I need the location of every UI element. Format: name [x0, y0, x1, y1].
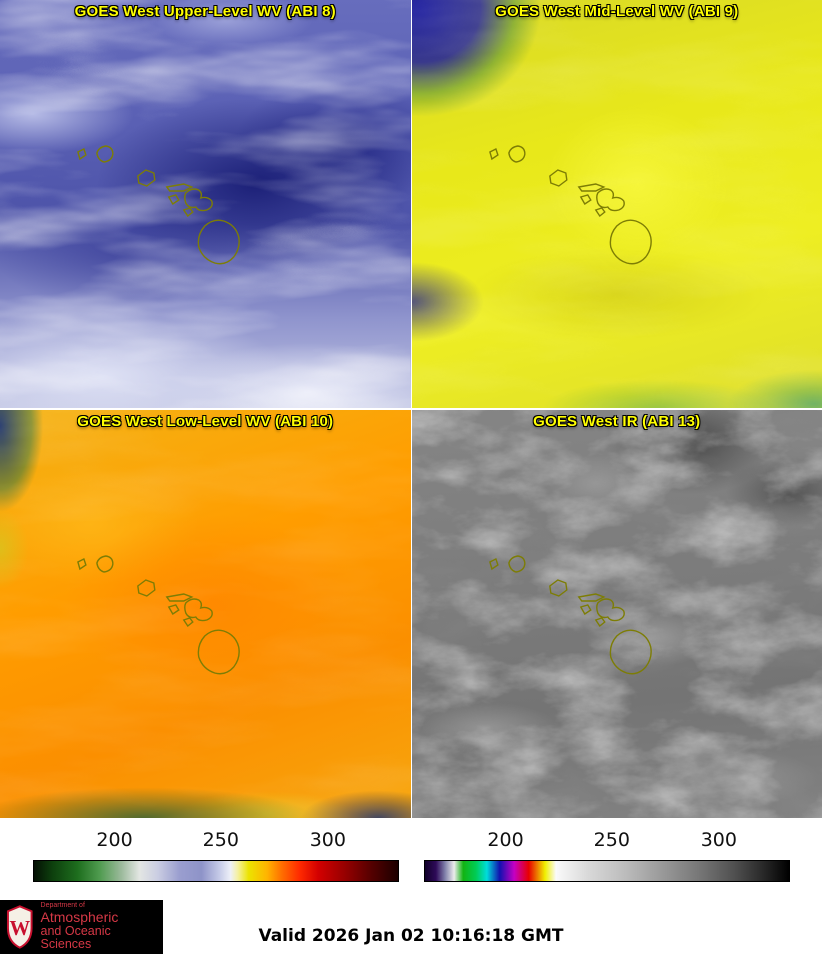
panel-title: GOES West Upper-Level WV (ABI 8): [74, 3, 336, 20]
island-kahoolawe: [594, 617, 606, 628]
island-oahu: [137, 169, 156, 187]
ir-colorbar: [424, 860, 790, 882]
logo-text: Department of Atmospheric and Oceanic Sc…: [41, 902, 163, 952]
colorbar-tick: 250: [593, 829, 630, 851]
island-oahu: [548, 169, 568, 187]
island-lanai: [579, 604, 592, 615]
island-niihau: [488, 558, 499, 571]
logo-dept-line: Department of: [40, 902, 85, 910]
colorbar-tick: 300: [700, 829, 737, 851]
logo-line1: Atmospheric: [40, 908, 119, 925]
island-lanai: [167, 604, 180, 615]
island-molokai: [165, 593, 194, 602]
island-kauai: [96, 555, 114, 573]
hawaii-islands-overlay: [77, 145, 240, 265]
panel-title: GOES West IR (ABI 13): [533, 413, 701, 430]
uw-crest-icon: W: [6, 905, 33, 949]
valid-time-label: Valid 2026 Jan 02 10:16:18 GMT: [258, 926, 564, 946]
colorbar-tick: 200: [96, 829, 133, 851]
island-maui: [184, 188, 213, 212]
island-kahoolawe: [182, 207, 194, 218]
footer: W Department of Atmospheric and Oceanic …: [0, 900, 822, 954]
island-kahoolawe: [182, 617, 194, 628]
island-maui: [184, 598, 213, 622]
panel-upper-level-wv: GOES West Upper-Level WV (ABI 8): [0, 0, 411, 408]
colorbar-tick: 250: [202, 829, 239, 851]
island-niihau: [488, 148, 499, 161]
island-molokai: [577, 593, 606, 602]
island-maui: [595, 598, 625, 622]
quad-panel-grid: GOES West Upper-Level WV (ABI 8) GOES We…: [0, 0, 822, 818]
island-kahoolawe: [594, 207, 606, 218]
cloud-texture: [411, 410, 822, 818]
hawaii-islands-overlay: [77, 555, 240, 675]
colorbar-row: 200 250 300 200 250 300: [0, 818, 822, 900]
panel-title: GOES West Mid-Level WV (ABI 9): [495, 3, 739, 20]
island-hawaii: [609, 219, 652, 265]
island-molokai: [577, 183, 606, 192]
island-molokai: [165, 183, 194, 192]
logo-line2: and Oceanic Sciences: [40, 923, 111, 952]
wv-colorbar-ticks: 200 250 300: [33, 818, 397, 858]
cloud-texture: [0, 410, 411, 818]
ir-colorbar-ticks: 200 250 300: [424, 818, 788, 858]
cloud-texture: [0, 0, 411, 408]
hawaii-islands-overlay: [488, 555, 652, 675]
cloud-texture: [411, 0, 822, 408]
aos-logo: W Department of Atmospheric and Oceanic …: [0, 900, 163, 954]
island-hawaii: [609, 629, 652, 675]
island-lanai: [579, 194, 592, 205]
island-niihau: [77, 148, 87, 161]
island-maui: [595, 188, 625, 212]
island-oahu: [137, 579, 156, 597]
island-lanai: [167, 194, 180, 205]
island-niihau: [77, 558, 87, 571]
panel-mid-level-wv: GOES West Mid-Level WV (ABI 9): [411, 0, 822, 408]
hawaii-islands-overlay: [488, 145, 652, 265]
colorbar-tick: 200: [487, 829, 524, 851]
island-kauai: [507, 145, 526, 163]
island-kauai: [507, 555, 526, 573]
island-oahu: [548, 579, 568, 597]
island-kauai: [96, 145, 114, 163]
island-hawaii: [197, 629, 240, 675]
crest-letter: W: [9, 918, 30, 940]
panel-low-level-wv: GOES West Low-Level WV (ABI 10): [0, 410, 411, 818]
colorbar-tick: 300: [309, 829, 346, 851]
panel-ir: GOES West IR (ABI 13): [411, 410, 822, 818]
panel-title: GOES West Low-Level WV (ABI 10): [77, 413, 334, 430]
island-hawaii: [197, 219, 240, 265]
wv-colorbar: [33, 860, 399, 882]
